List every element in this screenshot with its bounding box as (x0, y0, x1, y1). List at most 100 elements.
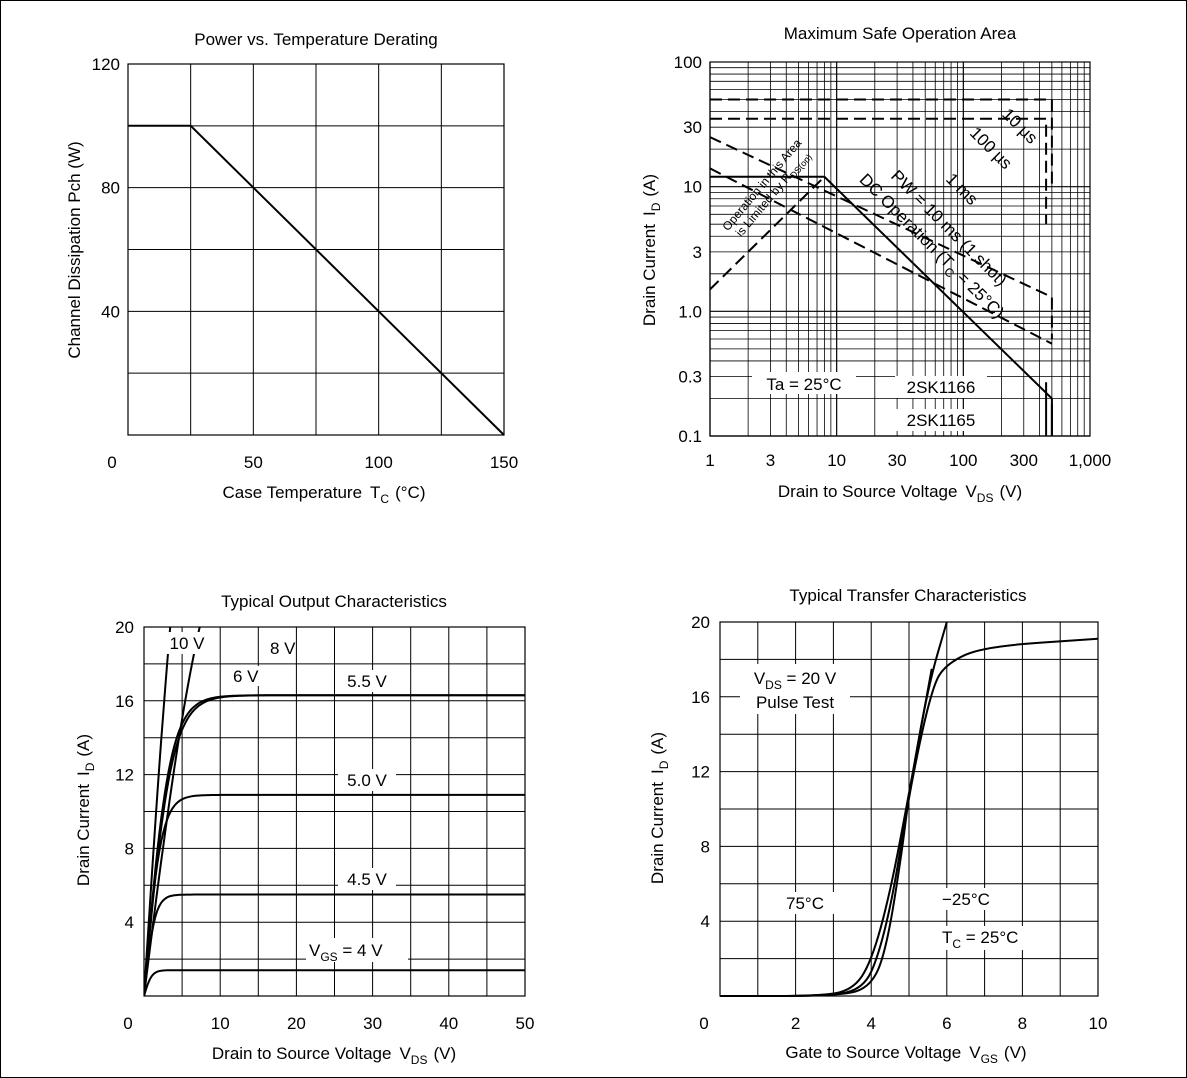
soa-label-10us: 10 µs (998, 105, 1041, 148)
soa-label-100us: 100 µs (966, 123, 1016, 173)
soa-label-rdson: Operation in this Area is Limited by RDS… (719, 136, 814, 240)
chart2-series-line (710, 98, 1053, 187)
chart2-xtick-label: 100 (949, 451, 977, 470)
chart2-series-line (709, 136, 1053, 339)
chart2-ytick-label: 3 (693, 243, 702, 262)
chart4-ytick-label: 8 (701, 837, 710, 856)
chart4-ylabel: Drain CurrentID(A) (648, 732, 671, 884)
chart3-series-line (144, 893, 525, 996)
svg-text:Pulse Test: Pulse Test (756, 693, 834, 712)
soa-ta-bg (752, 372, 856, 394)
chart2-ytick-label: 1.0 (678, 302, 702, 321)
chart2-ylabel: Drain CurrentID(A) (640, 174, 663, 326)
chart2-series-line (710, 117, 1048, 225)
chart4-ytick-label: 12 (691, 763, 710, 782)
chart3-xtick-label: 20 (287, 1014, 306, 1033)
svg-text:VGS = 4 V: VGS = 4 V (309, 941, 383, 964)
soa-label-dc: DC Operation (TC = 25°C) (853, 170, 1008, 325)
chart2-ytick-label: 30 (683, 118, 702, 137)
chart3-xtick-label: 30 (363, 1014, 382, 1033)
chart3-xtick-label: 50 (516, 1014, 535, 1033)
chart2-xtick-label: 1,000 (1069, 451, 1112, 470)
chart2-xtick-label: 1 (705, 451, 714, 470)
chart2-series-line (709, 167, 1053, 345)
out-label-8v: 8 V (270, 639, 296, 658)
chart2-title: Maximum Safe Operation Area (784, 24, 1017, 43)
svg-text:Drain CurrentID(A): Drain CurrentID(A) (640, 174, 663, 326)
chart3-ytick-label: 12 (115, 766, 134, 785)
transfer-labels: VDS = 20 V Pulse Test 75°C −25°C TC = 25… (740, 664, 1040, 951)
chart2-xtick-label: 300 (1010, 451, 1038, 470)
chart4-xtick-label: 10 (1089, 1014, 1108, 1033)
soa-annotations: 10 µs 100 µs 1 ms PW = 10 ms (1 shot) DC… (719, 105, 1041, 431)
out-label-10v: 10 V (170, 634, 206, 653)
chart2-ytick-label: 0.1 (678, 427, 702, 446)
chart3-xlabel: Drain to Source Voltage VDS (V) (212, 1044, 456, 1067)
chart3-xtick-label: 10 (211, 1014, 230, 1033)
chart4-ytick-label: 4 (701, 912, 710, 931)
soa-label-2sk1166: 2SK1166 (907, 378, 976, 397)
chart1-series-line (128, 124, 505, 436)
svg-text:DC Operation (TC = 25°C): DC Operation (TC = 25°C) (853, 170, 1008, 325)
chart4-xtick-label: 8 (1018, 1014, 1027, 1033)
chart3-xtick-label: 0 (123, 1014, 132, 1033)
chart2-frame (709, 61, 1091, 437)
chart1-xtick-label: 100 (364, 453, 392, 472)
svg-text:Drain CurrentID(A): Drain CurrentID(A) (74, 734, 97, 886)
chart1-xlabel: Case Temperature TC (°C) (222, 483, 425, 506)
chart2-xtick-label: 3 (766, 451, 775, 470)
chart2-xtick-label: 10 (827, 451, 846, 470)
chart2-ytick-label: 10 (683, 178, 702, 197)
chart4-xtick-label: 0 (699, 1014, 708, 1033)
chart3-ytick-label: 8 (125, 839, 134, 858)
soa-label-1ms: 1 ms (942, 169, 981, 208)
svg-text:TC = 25°C: TC = 25°C (942, 928, 1018, 951)
soa-label-2sk1165: 2SK1165 (907, 411, 976, 430)
chart3-ytick-label: 20 (115, 618, 134, 637)
chart3-frame (143, 626, 526, 997)
chart3-title: Typical Output Characteristics (221, 592, 447, 611)
chart3-ylabel: Drain CurrentID(A) (74, 734, 97, 886)
chart4-ytick-label: 20 (691, 613, 710, 632)
chart1-xtick-label: 50 (244, 453, 263, 472)
chart3-ytick-label: 4 (125, 913, 134, 932)
tr-label-75: 75°C (786, 894, 824, 913)
svg-text:Operation in this Area: Operation in this Area (719, 136, 804, 234)
chart2-ytick-label: 100 (674, 53, 702, 72)
chart4-xtick-label: 4 (866, 1014, 875, 1033)
out-label-55v: 5.5 V (347, 672, 387, 691)
chart1-xtick-label: 0 (107, 453, 116, 472)
chart2-xtick-label: 30 (888, 451, 907, 470)
output-labels: 10 V 8 V 6 V 5.5 V 5.0 V 4.5 V VGS = 4 V (166, 632, 408, 964)
tr-label-m25: −25°C (942, 890, 990, 909)
chart4-xtick-label: 6 (942, 1014, 951, 1033)
chart4-ytick-label: 16 (691, 688, 710, 707)
soa-2sk1166-bg (895, 376, 987, 398)
soa-label-ta: Ta = 25°C (766, 375, 841, 394)
chart2-ytick-label: 0.3 (678, 368, 702, 387)
chart3-series-line (144, 793, 525, 996)
out-label-45v: 4.5 V (347, 870, 387, 889)
chart1-ytick-label: 120 (92, 55, 120, 74)
chart1-ylabel: Channel Dissipation Pch (W) (65, 141, 84, 358)
chart3-ytick-label: 16 (115, 692, 134, 711)
chart1-frame (127, 63, 505, 436)
chart3-series-line (144, 969, 525, 996)
out-label-50v: 5.0 V (347, 771, 387, 790)
chart2-series-line (709, 176, 826, 291)
chart2-xlabel: Drain to Source Voltage VDS (V) (778, 482, 1022, 505)
chart4-xtick-label: 2 (791, 1014, 800, 1033)
soa-2sk1165-bg (895, 409, 987, 431)
chart4-xlabel: Gate to Source Voltage VGS (V) (785, 1043, 1026, 1066)
chart3-series-line (144, 694, 525, 996)
svg-text:VDS = 20 V: VDS = 20 V (754, 669, 837, 692)
svg-text:Drain CurrentID(A): Drain CurrentID(A) (648, 732, 671, 884)
chart3-xtick-label: 40 (439, 1014, 458, 1033)
chart1-ytick-label: 40 (101, 302, 120, 321)
chart4-series-line (720, 668, 933, 997)
